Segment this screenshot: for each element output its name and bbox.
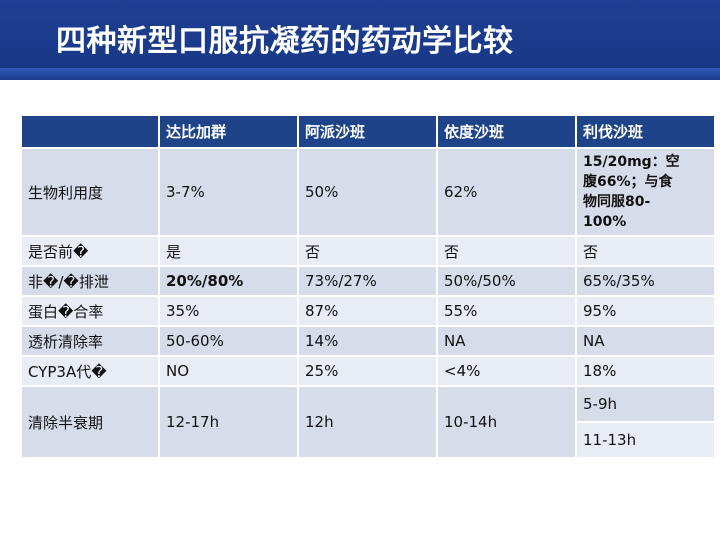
row-label: 蛋白�合率 — [20, 295, 160, 327]
row-label: 生物利用度 — [20, 147, 160, 237]
table-cell: 65%/35% — [575, 265, 716, 297]
table-row-protein-binding: 蛋白�合率 35% 87% 55% 95% — [20, 295, 716, 327]
row-label: 透析清除率 — [20, 325, 160, 357]
cell-line: 腹66%；与食 — [583, 174, 673, 190]
table-cell: NA — [575, 325, 716, 357]
table-cell: 否 — [436, 235, 577, 267]
table-cell: 50-60% — [158, 325, 299, 357]
row-label: CYP3A代� — [20, 355, 160, 387]
table-cell: 12-17h — [158, 385, 299, 459]
table-row-cyp3a: CYP3A代� NO 25% <4% 18% — [20, 355, 716, 387]
table-cell: 35% — [158, 295, 299, 327]
table-cell-rivaroxaban-half-life: 5-9h 11-13h — [575, 385, 716, 459]
table-cell: 50% — [297, 147, 438, 237]
cell-line: 物同服80- — [583, 194, 651, 210]
table-cell: 62% — [436, 147, 577, 237]
table-cell: NA — [436, 325, 577, 357]
table-cell: 10-14h — [436, 385, 577, 459]
slide-header: 四种新型口服抗凝药的药动学比较 — [0, 0, 720, 80]
table-cell: 95% — [575, 295, 716, 327]
header-corner-cell — [20, 114, 160, 149]
table-cell: 20%/80% — [158, 265, 299, 297]
table-cell: 3-7% — [158, 147, 299, 237]
table-row-bioavailability: 生物利用度 3-7% 50% 62% 15/20mg：空 腹66%；与食 物同服… — [20, 147, 716, 237]
row-label: 清除半衰期 — [20, 385, 160, 459]
cell-part: 11-13h — [577, 421, 714, 457]
table-header-row: 达比加群 阿派沙班 依度沙班 利伐沙班 — [20, 114, 716, 149]
cell-line: 100% — [583, 214, 627, 230]
table-cell: 12h — [297, 385, 438, 459]
table-cell: 87% — [297, 295, 438, 327]
table-cell: 50%/50% — [436, 265, 577, 297]
table-row-prodrug: 是否前� 是 否 否 否 — [20, 235, 716, 267]
table-row-dialysis: 透析清除率 50-60% 14% NA NA — [20, 325, 716, 357]
table-row-half-life: 清除半衰期 12-17h 12h 10-14h 5-9h 11-13h — [20, 385, 716, 459]
header-dabigatran: 达比加群 — [158, 114, 299, 149]
table-cell: 73%/27% — [297, 265, 438, 297]
header-band — [0, 68, 720, 80]
header-apixaban: 阿派沙班 — [297, 114, 438, 149]
cell-part: 5-9h — [577, 387, 714, 421]
row-label: 非�/�排泄 — [20, 265, 160, 297]
cell-line: 15/20mg：空 — [583, 154, 680, 170]
table-cell: 否 — [575, 235, 716, 267]
table-cell: NO — [158, 355, 299, 387]
row-label: 是否前� — [20, 235, 160, 267]
comparison-table: 达比加群 阿派沙班 依度沙班 利伐沙班 生物利用度 3-7% 50% 62% 1… — [20, 114, 716, 459]
table-cell: 14% — [297, 325, 438, 357]
table-cell-rivaroxaban-bioavailability: 15/20mg：空 腹66%；与食 物同服80- 100% — [575, 147, 716, 237]
table-cell: <4% — [436, 355, 577, 387]
header-edoxaban: 依度沙班 — [436, 114, 577, 149]
table-cell: 是 — [158, 235, 299, 267]
header-rivaroxaban: 利伐沙班 — [575, 114, 716, 149]
table-row-excretion: 非�/�排泄 20%/80% 73%/27% 50%/50% 65%/35% — [20, 265, 716, 297]
table-cell: 25% — [297, 355, 438, 387]
table-cell: 18% — [575, 355, 716, 387]
table-cell: 否 — [297, 235, 438, 267]
table-cell: 55% — [436, 295, 577, 327]
slide-title: 四种新型口服抗凝药的药动学比较 — [56, 24, 514, 59]
